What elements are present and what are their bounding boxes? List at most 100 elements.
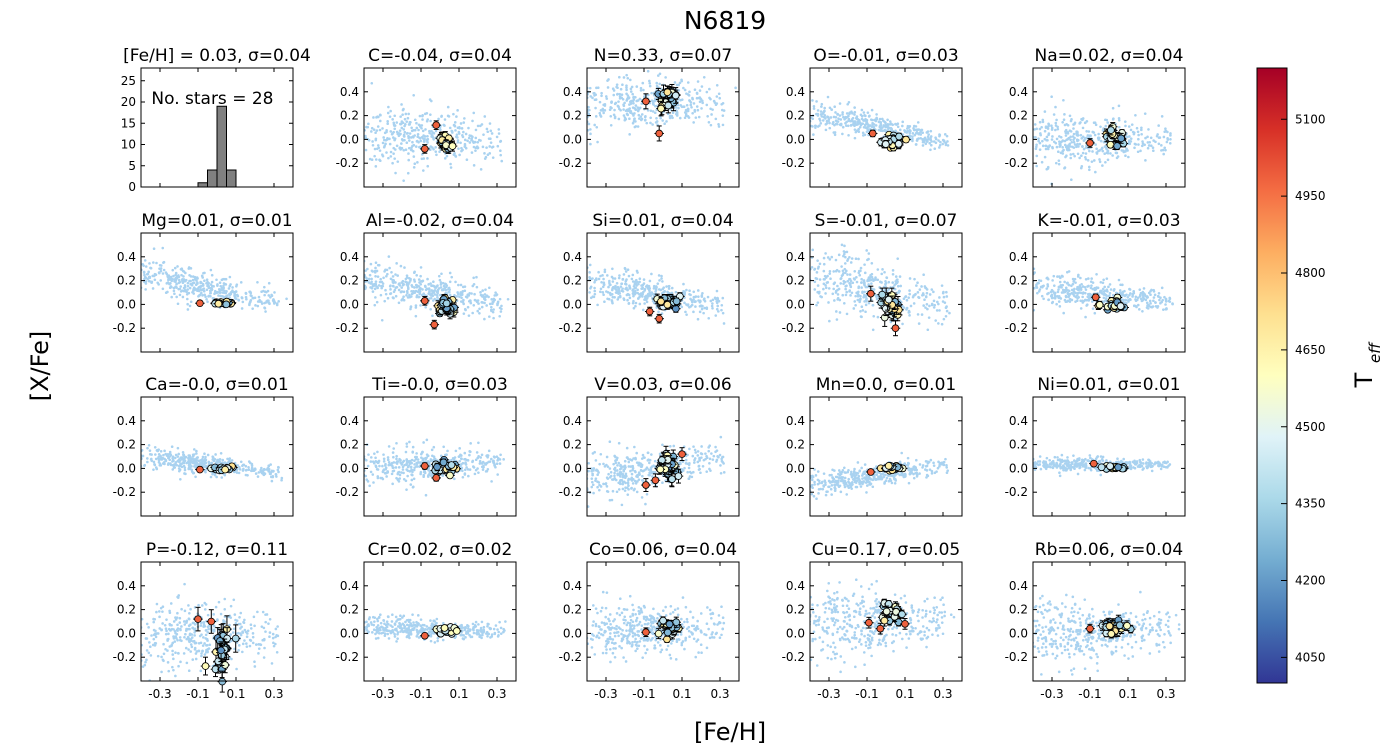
subplot-cr: Cr=0.02, σ=0.02 -0.2 0.0 0.2 0.4 -0.3 -0.1 0.1 0… <box>336 540 517 701</box>
y-tick-label: 0.2 <box>1009 274 1028 288</box>
y-tick-label: 0.0 <box>786 297 805 311</box>
cluster-star <box>433 463 441 471</box>
cluster-star <box>214 299 223 308</box>
y-tick-label: 0.0 <box>340 626 359 640</box>
cluster-star <box>674 472 683 480</box>
cluster-star <box>218 677 227 686</box>
cluster-star <box>452 627 461 635</box>
cluster-star <box>1095 301 1104 309</box>
y-tick-label: 0.2 <box>786 603 805 617</box>
subplot-frame <box>809 232 963 353</box>
colorbar-tick-label: 4200 <box>1295 574 1326 588</box>
cluster-star <box>420 631 429 640</box>
cluster-stars <box>420 455 462 482</box>
cluster-star <box>1113 142 1121 150</box>
cluster-star <box>439 458 448 467</box>
y-tick-label: 5 <box>128 159 136 173</box>
y-tick-label: 20 <box>121 95 136 109</box>
x-tick-label: -0.1 <box>632 687 655 701</box>
cluster-star <box>196 465 204 474</box>
y-tick-label: -0.2 <box>559 650 582 664</box>
y-tick-label: 0.2 <box>563 109 582 123</box>
cluster-star <box>196 299 204 308</box>
cluster-stars <box>1090 293 1129 314</box>
y-tick-label: -0.2 <box>336 485 359 499</box>
y-tick-label: -0.2 <box>559 156 582 170</box>
cluster-stars <box>195 462 238 475</box>
y-tick-label: 0.4 <box>1009 85 1028 99</box>
y-tick-label: -0.2 <box>113 650 136 664</box>
x-tick-label: -0.3 <box>817 687 840 701</box>
subplot-frame <box>586 561 740 682</box>
cluster-star <box>884 462 893 470</box>
cluster-star <box>894 140 903 148</box>
y-tick-label: 0.0 <box>563 297 582 311</box>
cluster-star <box>895 132 903 141</box>
cluster-star <box>1114 463 1122 472</box>
y-tick-label: -0.2 <box>336 321 359 335</box>
y-tick-label: 0.0 <box>340 132 359 146</box>
x-tick-label: -0.3 <box>1040 687 1063 701</box>
subplot-title: Ni=0.01, σ=0.01 <box>1037 375 1180 395</box>
subplot-title: Si=0.01, σ=0.04 <box>592 211 733 231</box>
subplot-title: Ti=-0.0, σ=0.03 <box>371 375 508 395</box>
subplot-n: N=0.33, σ=0.07 -0.2 0.0 0.2 0.4 <box>559 46 740 188</box>
y-tick-label: 0.4 <box>340 250 359 264</box>
cluster-star <box>655 314 663 323</box>
x-axis-label: [Fe/H] <box>693 718 767 746</box>
cluster-stars <box>866 285 904 337</box>
cluster-star <box>1097 463 1106 472</box>
cluster-stars <box>193 606 241 693</box>
subplot-title: P=-0.12, σ=0.11 <box>146 540 288 560</box>
cluster-star <box>442 141 450 149</box>
cluster-star <box>884 295 893 304</box>
y-tick-label: 0.4 <box>786 414 805 428</box>
y-tick-label: 0.0 <box>563 132 582 146</box>
y-tick-label: 0.0 <box>340 297 359 311</box>
colorbar-tick-label: 4050 <box>1295 650 1326 664</box>
histogram-bar <box>226 169 237 188</box>
subplot-v: V=0.03, σ=0.06 -0.2 0.0 0.2 0.4 <box>559 375 740 517</box>
x-tick-label: 0.1 <box>1118 687 1137 701</box>
y-tick-label: 0.4 <box>1009 414 1028 428</box>
y-tick-label: 0.0 <box>1009 132 1028 146</box>
y-tick-label: 0.4 <box>117 579 136 593</box>
y-tick-label: -0.2 <box>1005 485 1028 499</box>
field-star-cloud <box>587 435 726 508</box>
field-star-cloud <box>810 235 951 332</box>
y-tick-label: 0.2 <box>563 438 582 452</box>
field-star-cloud <box>364 613 507 644</box>
y-tick-label: 0.4 <box>563 414 582 428</box>
subplot-rb: Rb=0.06, σ=0.04 -0.2 0.0 0.2 0.4 -0.3 -0.1 0.1 0… <box>1005 540 1186 701</box>
y-tick-label: 0.2 <box>563 274 582 288</box>
histogram-bar <box>197 182 208 188</box>
x-tick-label: 0.3 <box>487 687 506 701</box>
y-tick-label: 0.2 <box>117 438 136 452</box>
cluster-star <box>664 101 673 110</box>
cluster-star <box>201 662 210 670</box>
y-tick-label: 0.0 <box>563 626 582 640</box>
cluster-star <box>656 465 665 474</box>
cluster-star <box>194 615 202 623</box>
subplot-title: O=-0.01, σ=0.03 <box>813 46 958 66</box>
subplot-title: Ca=-0.0, σ=0.01 <box>145 375 288 395</box>
colorbar-gradient <box>1256 67 1288 684</box>
field-star-cloud <box>810 451 950 501</box>
subplot-p: P=-0.12, σ=0.11 -0.2 0.0 0.2 0.4 -0.3 -0.1 0.1 0… <box>113 540 294 701</box>
cluster-star <box>866 468 875 476</box>
subplot-frame <box>140 232 294 353</box>
y-tick-label: 15 <box>121 116 136 130</box>
x-tick-label: 0.3 <box>1156 687 1175 701</box>
cluster-star <box>430 320 439 329</box>
y-tick-label: 0.2 <box>340 603 359 617</box>
cluster-star <box>1106 462 1114 470</box>
field-star-cloud <box>364 255 510 322</box>
cluster-star <box>207 617 216 626</box>
subplot-title: N=0.33, σ=0.07 <box>594 46 733 66</box>
y-tick-label: 0.2 <box>786 438 805 452</box>
cluster-star <box>420 462 429 470</box>
colorbar-tick-label: 4800 <box>1295 266 1326 280</box>
y-tick-label: 0.2 <box>563 603 582 617</box>
cluster-star <box>642 481 650 489</box>
y-tick-label: 0.0 <box>117 626 136 640</box>
